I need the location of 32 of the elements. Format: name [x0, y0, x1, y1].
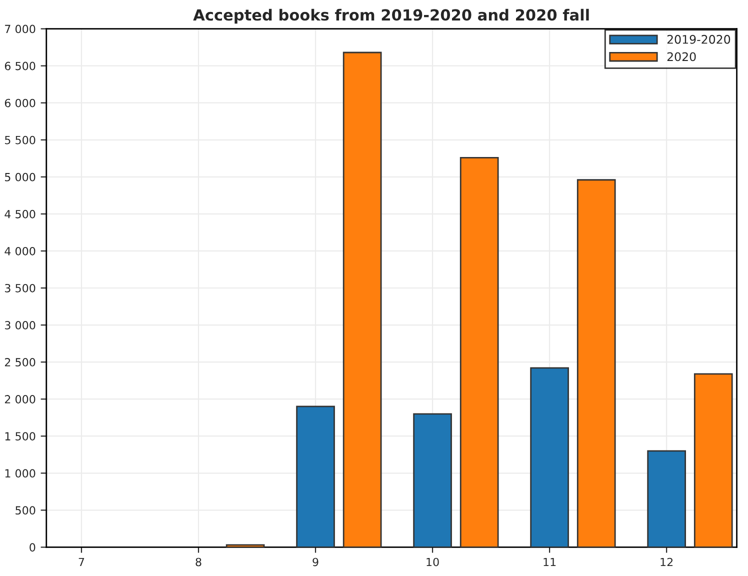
- x-tick-label: 12: [660, 558, 673, 566]
- y-tick-label: 5 000: [5, 172, 36, 182]
- y-tick-label: 0: [30, 543, 36, 552]
- x-tick-label: 10: [426, 558, 439, 566]
- y-tick-label: 5 500: [5, 136, 36, 144]
- bar: [530, 367, 569, 548]
- y-tick-label: 6 000: [4, 98, 36, 108]
- x-tick-label: 7: [78, 558, 84, 566]
- legend-label: 2019-2020: [667, 34, 730, 44]
- bar: [460, 156, 499, 548]
- bar: [296, 406, 335, 548]
- y-tick-label: 7 000: [5, 24, 36, 34]
- y-tick-label: 1 500: [5, 432, 36, 440]
- bar: [647, 450, 686, 548]
- bar: [342, 52, 382, 548]
- y-tick-label: 2 000: [4, 395, 36, 404]
- x-tick-label: 11: [544, 558, 556, 566]
- y-tick-label: 4 000: [4, 246, 36, 256]
- y-tick-label: 6 500: [4, 62, 36, 70]
- x-tick-label: 9: [312, 558, 318, 566]
- bar: [694, 373, 733, 548]
- legend-label: 2020: [667, 52, 696, 62]
- y-tick-label: 4 500: [4, 210, 36, 218]
- y-tick-label: 500: [16, 506, 36, 515]
- y-tick-label: 1 000: [5, 469, 36, 478]
- x-tick-label: 8: [196, 558, 202, 566]
- bar: [413, 413, 452, 548]
- chart-title: Accepted books from 2019-2020 and 2020 fall: [193, 8, 589, 24]
- bar: [576, 179, 616, 548]
- y-tick-label: 3 000: [5, 321, 36, 330]
- y-tick-label: 3 500: [5, 284, 36, 292]
- y-tick-label: 2 500: [4, 358, 36, 366]
